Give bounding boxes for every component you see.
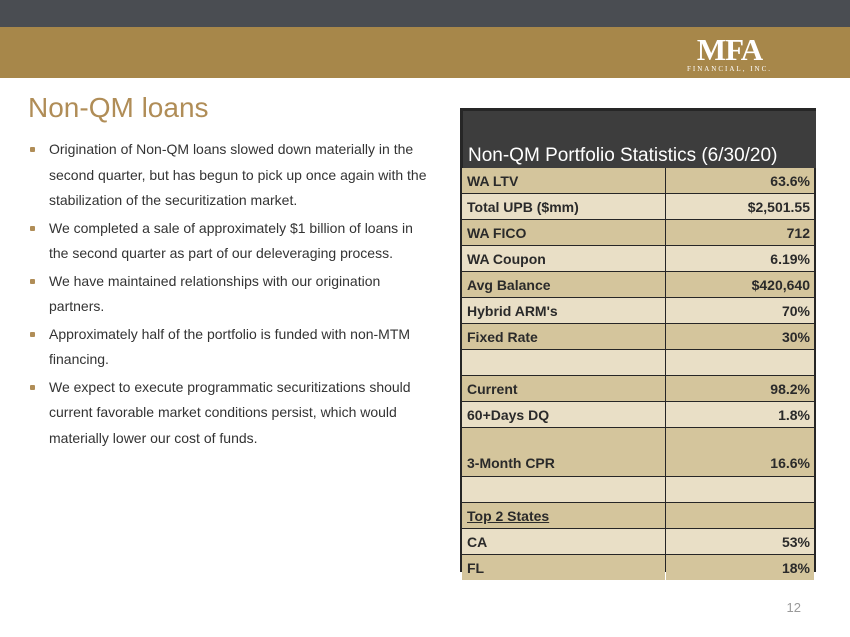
row-label xyxy=(462,350,665,375)
row-value: 30% xyxy=(666,324,814,349)
bullet-item: We have maintained relationships with ou… xyxy=(28,269,428,320)
row-value: 16.6% xyxy=(666,428,814,476)
table-row: WA FICO 712 xyxy=(462,220,814,245)
bullet-marker xyxy=(30,384,35,390)
row-label: CA xyxy=(462,529,665,554)
top-dark-bar xyxy=(0,0,850,27)
bullet-marker xyxy=(30,147,35,152)
bullet-list: Origination of Non-QM loans slowed down … xyxy=(28,137,428,453)
logo-mark: MFA xyxy=(696,32,763,67)
row-label: Hybrid ARM's xyxy=(462,298,665,323)
row-value: 63.6% xyxy=(666,168,814,193)
row-value: 6.19% xyxy=(666,246,814,271)
bullet-marker xyxy=(30,278,35,284)
row-value: 98.2% xyxy=(666,376,814,401)
table-row: Total UPB ($mm) $2,501.55 xyxy=(462,194,814,219)
header-gold-bar xyxy=(0,27,850,78)
table-row: FL 18% xyxy=(462,555,814,580)
row-value: 53% xyxy=(666,529,814,554)
row-label: FL xyxy=(462,555,665,580)
row-value: 70% xyxy=(666,298,814,323)
row-label: Fixed Rate xyxy=(462,324,665,349)
bullet-marker xyxy=(30,331,35,337)
table-row: Hybrid ARM's 70% xyxy=(462,298,814,323)
table-row-spacer xyxy=(462,477,814,502)
row-value xyxy=(666,350,814,375)
bullet-item: We expect to execute programmatic securi… xyxy=(28,375,428,452)
table-body: WA LTV 63.6% Total UPB ($mm) $2,501.55 WA … xyxy=(462,168,814,581)
row-value: $420,640 xyxy=(666,272,814,297)
bullet-text: Origination of Non-QM loans slowed down … xyxy=(49,141,427,208)
row-label: Avg Balance xyxy=(462,272,665,297)
table-row: 3-Month CPR 16.6% xyxy=(462,428,814,476)
table-row: WA Coupon 6.19% xyxy=(462,246,814,271)
table-row: Current 98.2% xyxy=(462,376,814,401)
row-label: 60+Days DQ xyxy=(462,402,665,427)
bullet-marker xyxy=(30,225,35,231)
bullet-text: We expect to execute programmatic securi… xyxy=(49,378,411,446)
row-value: $2,501.55 xyxy=(666,194,814,219)
bullet-text: We have maintained relationships with ou… xyxy=(49,272,381,315)
row-value xyxy=(666,477,814,502)
table-row: Avg Balance $420,640 xyxy=(462,272,814,297)
bullet-text: Approximately half of the portfolio is f… xyxy=(49,325,411,368)
row-value: 1.8% xyxy=(666,402,814,427)
row-label: Current xyxy=(462,376,665,401)
row-label: Top 2 States xyxy=(462,503,665,528)
table-header: Non-QM Portfolio Statistics (6/30/20) xyxy=(463,111,816,168)
table-row: WA LTV 63.6% xyxy=(462,168,814,193)
row-label: WA LTV xyxy=(462,168,665,193)
row-value xyxy=(666,503,814,528)
table-row: 60+Days DQ 1.8% xyxy=(462,402,814,427)
bullet-item: We completed a sale of approximately $1 … xyxy=(28,216,428,267)
table-row-spacer xyxy=(462,350,814,375)
table-row: Top 2 States xyxy=(462,503,814,528)
row-value: 18% xyxy=(666,555,814,580)
row-label: WA Coupon xyxy=(462,246,665,271)
company-logo: MFA FINANCIAL, INC. xyxy=(687,34,772,73)
row-value: 712 xyxy=(666,220,814,245)
row-label: Total UPB ($mm) xyxy=(462,194,665,219)
table-row: CA 53% xyxy=(462,529,814,554)
bullet-item: Origination of Non-QM loans slowed down … xyxy=(28,137,428,214)
slide-title: Non-QM loans xyxy=(28,92,209,123)
page-number: 12 xyxy=(786,600,801,615)
row-label: WA FICO xyxy=(462,220,665,245)
table-row: Fixed Rate 30% xyxy=(462,324,814,349)
bullet-text: We completed a sale of approximately $1 … xyxy=(49,219,413,262)
row-label xyxy=(462,477,665,502)
bullet-item: Approximately half of the portfolio is f… xyxy=(28,322,428,373)
row-label: 3-Month CPR xyxy=(462,428,665,476)
logo-subtext: FINANCIAL, INC. xyxy=(686,65,772,73)
table-title: Non-QM Portfolio Statistics (6/30/20) xyxy=(468,145,778,166)
